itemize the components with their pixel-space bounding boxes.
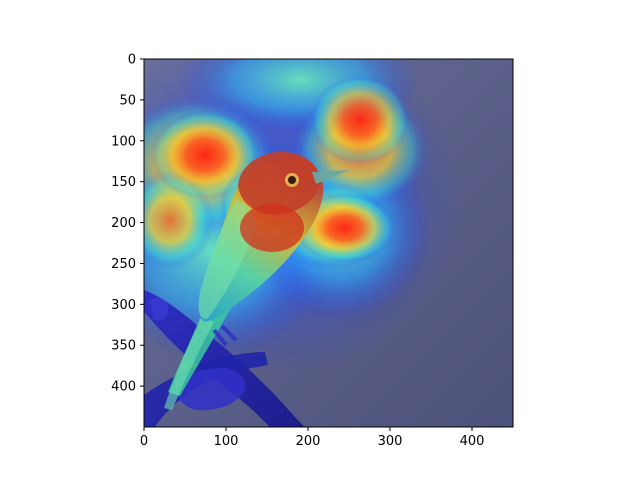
x-tick-label: 0 <box>140 434 148 449</box>
y-tick-label: 150 <box>111 175 136 190</box>
x-tick-label: 400 <box>460 434 485 449</box>
y-tick-label: 350 <box>111 339 136 354</box>
x-tick-label: 100 <box>214 434 239 449</box>
y-tick-label: 300 <box>111 298 136 313</box>
x-tick-label: 300 <box>378 434 403 449</box>
y-tick-label: 50 <box>119 93 136 108</box>
y-tick-label: 250 <box>111 257 136 272</box>
y-tick-label: 400 <box>111 380 136 395</box>
heatmap-image <box>144 59 513 427</box>
axes-frame <box>143 58 514 428</box>
y-tick-label: 0 <box>128 53 136 68</box>
y-axis: 0 50 100 150 200 250 300 350 400 <box>111 53 144 395</box>
bird-beak <box>312 170 350 184</box>
y-tick-label: 200 <box>111 216 136 231</box>
x-axis: 0 100 200 300 400 <box>140 427 485 449</box>
y-tick-label: 100 <box>111 134 136 149</box>
bird-head <box>238 151 320 215</box>
x-tick-label: 200 <box>296 434 321 449</box>
